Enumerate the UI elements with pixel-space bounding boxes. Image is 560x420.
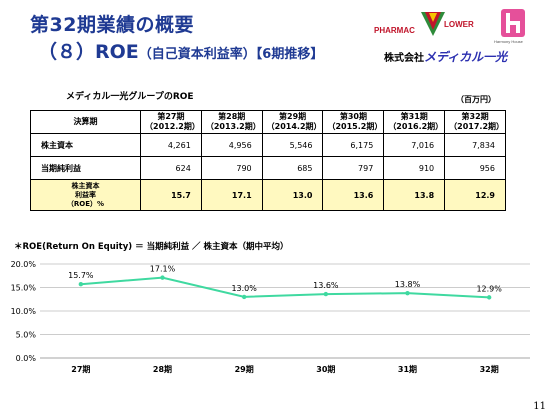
- header-cell: 第28期 （2013.2期）: [200, 110, 263, 134]
- table-row: 株主資本 4,261 4,956 5,546 6,175 7,016 7,834: [30, 133, 506, 157]
- header-line1: 第27期: [157, 112, 185, 121]
- y-tick-label: 5.0%: [16, 331, 37, 340]
- table-cell: 685: [261, 156, 324, 180]
- table-cell: 7,834: [444, 133, 506, 157]
- header-line2: （2012.2期）: [145, 122, 200, 131]
- x-tick-label: 28期: [153, 364, 172, 374]
- pharmac-v-logo-icon: [421, 12, 445, 36]
- roe-series-line: [80, 276, 490, 299]
- header-cell: 第29期 （2014.2期）: [261, 110, 324, 134]
- roe-label-line3: （ROE）%: [66, 199, 105, 208]
- table-cell: 7,016: [383, 133, 446, 157]
- roe-cell: 13.0: [261, 179, 324, 211]
- roe-cell: 12.9: [444, 179, 506, 211]
- y-tick-label: 20.0%: [11, 260, 37, 269]
- x-tick-label: 30期: [316, 364, 335, 374]
- header-cell: 第30期 （2015.2期）: [322, 110, 385, 134]
- header-cell: 決算期: [30, 110, 141, 134]
- pharmac-logo-text: PHARMAC: [374, 26, 415, 35]
- header-line1: 第32期: [461, 112, 489, 121]
- x-tick-label: 29期: [235, 364, 254, 374]
- header-line1: 第30期: [339, 112, 367, 121]
- subtitle-roe: （８）ROE: [38, 41, 139, 63]
- header-line1: 第28期: [218, 112, 246, 121]
- table-cell: 910: [383, 156, 446, 180]
- roe-point: [323, 291, 329, 297]
- table-unit: （百万円）: [456, 95, 496, 104]
- y-tick-label: 15.0%: [11, 284, 37, 293]
- header-line1: 決算期: [73, 117, 98, 126]
- roe-data-label: 15.7%: [68, 271, 94, 280]
- table-cell: 6,175: [322, 133, 385, 157]
- roe-data-label: 17.1%: [150, 265, 176, 274]
- roe-cell: 15.7: [140, 179, 202, 211]
- header-line1: 第31期: [400, 112, 428, 121]
- table-title: メディカル一光グループのROE: [66, 92, 194, 102]
- y-tick-label: 0.0%: [16, 354, 37, 363]
- subtitle-paren: （自己資本利益率）: [138, 47, 256, 62]
- header-line2: （2014.2期）: [266, 122, 322, 131]
- company-name: メディカル一光: [424, 50, 508, 64]
- table-header-row: 決算期 第27期 （2012.2期） 第28期 （2013.2期） 第29期 （201…: [30, 110, 506, 134]
- header-cell: 第31期 （2016.2期）: [383, 110, 446, 134]
- roe-data-label: 13.8%: [395, 280, 421, 289]
- roe-point: [486, 295, 492, 300]
- header-line2: （2017.2期）: [449, 122, 505, 131]
- roe-data-label: 13.6%: [313, 281, 339, 290]
- roe-formula-note: ＊ROE(Return On Equity) ＝ 当期純利益 ／ 株主資本（期中…: [14, 242, 289, 252]
- roe-data-label: 12.9%: [476, 284, 502, 293]
- roe-row: 株主資本 利益率 （ROE）% 15.7 17.1 13.0 13.6 13.8 1…: [30, 179, 506, 211]
- roe-row-label: 株主資本 利益率 （ROE）%: [30, 179, 141, 211]
- row-label: 当期純利益: [30, 156, 141, 180]
- table-cell: 790: [200, 156, 263, 180]
- roe-point: [241, 294, 247, 300]
- page-subtitle: （８）ROE（自己資本利益率）【6期推移】: [38, 37, 323, 64]
- page-title: 第32期業績の概要: [30, 14, 194, 36]
- harmony-house-text: Harmony House: [494, 39, 523, 44]
- y-tick-label: 10.0%: [11, 307, 37, 316]
- roe-point: [160, 275, 165, 280]
- header-line2: （2016.2期）: [388, 122, 444, 131]
- company-prefix: 株式会社: [384, 53, 424, 64]
- roe-label-line2: 利益率: [75, 190, 96, 199]
- header-line1: 第29期: [279, 112, 307, 121]
- table-cell: 956: [444, 156, 506, 180]
- table-cell: 624: [140, 156, 202, 180]
- roe-line-chart: 0.0% 5.0% 10.0% 15.0% 20.0% 27期 28期 29期 30期 31期 32…: [11, 260, 530, 374]
- roe-cell: 13.8: [383, 179, 446, 211]
- table-cell: 4,956: [200, 133, 263, 157]
- lower-logo-text: LOWER: [444, 20, 474, 29]
- roe-point: [405, 290, 410, 296]
- company-logo: 株式会社メディカル一光: [384, 48, 507, 65]
- roe-cell: 13.6: [322, 179, 385, 211]
- x-tick-label: 32期: [480, 364, 499, 374]
- roe-data-label: 13.0%: [231, 284, 257, 293]
- subtitle-tail: 【6期推移】: [255, 47, 324, 62]
- x-tick-label: 27期: [71, 364, 90, 374]
- roe-label-line1: 株主資本: [71, 181, 100, 190]
- table-cell: 4,261: [140, 133, 202, 157]
- header-cell: 第32期 （2017.2期）: [444, 110, 506, 134]
- roe-cell: 17.1: [200, 179, 263, 211]
- header-line2: （2013.2期）: [205, 122, 261, 131]
- roe-table: 決算期 第27期 （2012.2期） 第28期 （2013.2期） 第29期 （201…: [30, 110, 506, 211]
- roe-point: [78, 282, 84, 287]
- harmony-house-logo-icon: [501, 9, 525, 37]
- header-line2: （2015.2期）: [327, 122, 383, 131]
- page-number: 11: [533, 401, 546, 412]
- logo-area: PHARMAC LOWER Harmony House 株式会社メディカル一光: [370, 6, 540, 66]
- row-label: 株主資本: [30, 133, 141, 157]
- table-row: 当期純利益 624 790 685 797 910 956: [30, 156, 506, 180]
- table-cell: 5,546: [261, 133, 324, 157]
- x-tick-label: 31期: [398, 364, 417, 374]
- table-cell: 797: [322, 156, 385, 180]
- header-cell: 第27期 （2012.2期）: [140, 110, 202, 134]
